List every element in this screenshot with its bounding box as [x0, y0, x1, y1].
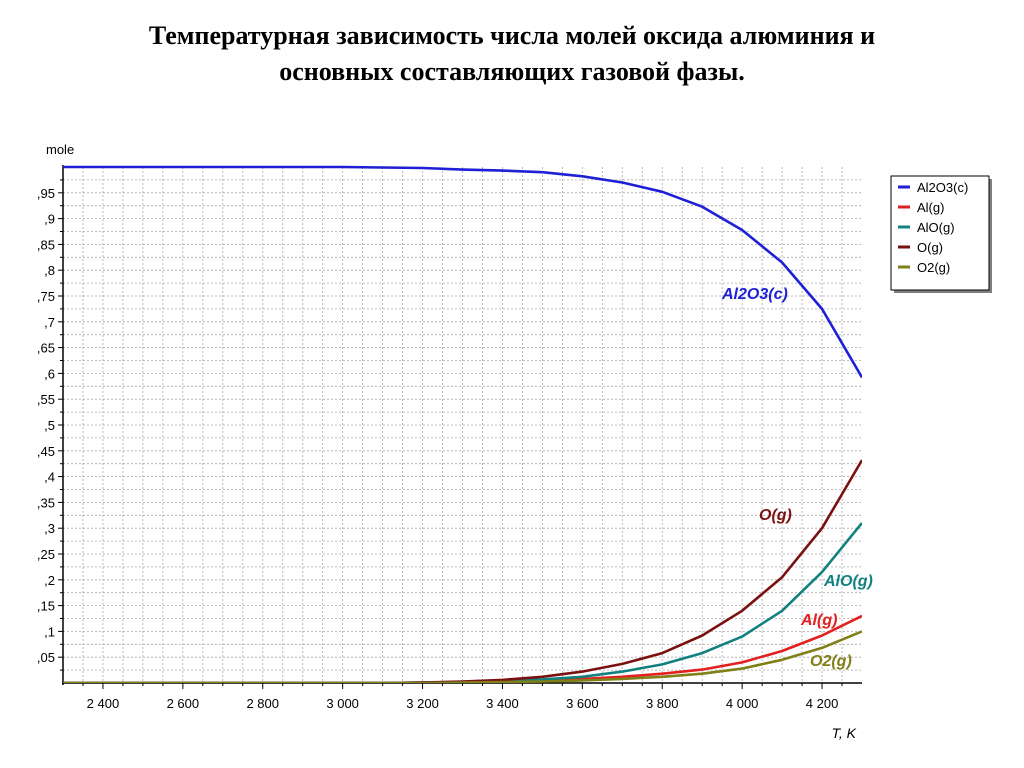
page-title: Температурная зависимость числа молей ок… — [60, 18, 964, 90]
y-tick-label: ,15 — [37, 599, 55, 614]
legend-label: Al2O3(c) — [917, 180, 968, 195]
x-tick-label: 3 400 — [486, 696, 519, 711]
grid-layer — [62, 165, 862, 685]
legend-label: Al(g) — [917, 200, 944, 215]
y-tick-label: ,3 — [44, 521, 55, 536]
y-tick-label: ,95 — [37, 186, 55, 201]
y-tick-label: ,75 — [37, 289, 55, 304]
series-line-al2o3-c — [63, 165, 862, 379]
annotation-o-g: O(g) — [759, 507, 792, 524]
y-tick-label: ,6 — [44, 366, 55, 381]
y-tick-label: ,65 — [37, 341, 55, 356]
x-tick-label: 4 200 — [806, 696, 839, 711]
series-layer — [63, 165, 862, 683]
x-tick-label: 3 000 — [326, 696, 359, 711]
x-tick-label: 3 600 — [566, 696, 599, 711]
y-tick-label: ,4 — [44, 470, 55, 485]
x-tick-label: 2 600 — [167, 696, 200, 711]
legend-label: AlO(g) — [917, 220, 955, 235]
legend-box — [890, 175, 990, 291]
annotation-o2-g: O2(g) — [810, 653, 852, 670]
x-tick-label: 3 200 — [406, 696, 439, 711]
y-tick-label: ,2 — [44, 573, 55, 588]
y-axis-unit-label: mole — [46, 142, 74, 157]
y-tick-label: ,7 — [44, 315, 55, 330]
series-line-o2-g — [63, 630, 862, 683]
y-tick-label: ,35 — [37, 495, 55, 510]
x-axis-unit-label: T, K — [832, 725, 857, 741]
legend-label: O(g) — [917, 240, 943, 255]
y-tick-label: ,25 — [37, 547, 55, 562]
title-line-1: Температурная зависимость числа молей ок… — [148, 21, 876, 50]
y-tick-label: ,05 — [37, 650, 55, 665]
annotation-alo-g: AlO(g) — [823, 573, 873, 590]
y-tick-label: ,1 — [44, 624, 55, 639]
x-tick-label: 2 800 — [246, 696, 279, 711]
y-tick-label: ,45 — [37, 444, 55, 459]
annotation-al-g: Al(g) — [800, 612, 837, 629]
y-tick-label: ,5 — [44, 418, 55, 433]
x-tick-label: 3 800 — [646, 696, 679, 711]
annotation-al2o3-c: Al2O3(c) — [721, 286, 788, 303]
y-tick-label: ,85 — [37, 237, 55, 252]
y-tick-label: ,55 — [37, 392, 55, 407]
title-line-2: основных составляющих газовой фазы. — [279, 57, 745, 86]
legend-label: O2(g) — [917, 260, 950, 275]
x-tick-label: 4 000 — [726, 696, 759, 711]
y-tick-label: ,9 — [44, 212, 55, 227]
x-tick-label: 2 400 — [87, 696, 120, 711]
y-tick-label: ,8 — [44, 263, 55, 278]
